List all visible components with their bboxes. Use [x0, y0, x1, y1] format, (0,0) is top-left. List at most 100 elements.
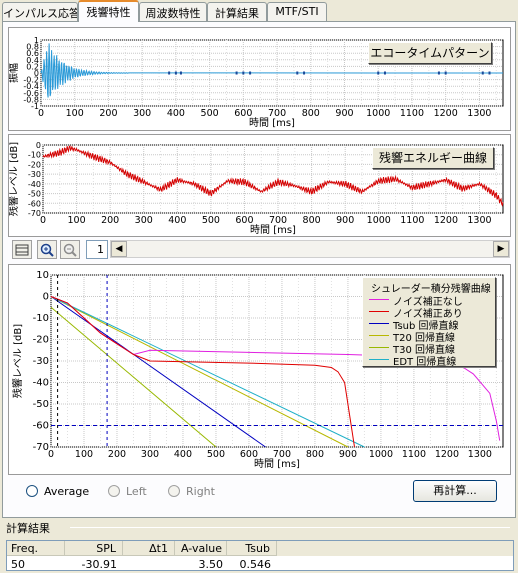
y-tick-label: 0.6 [26, 49, 39, 58]
x-tick-label: 300 [135, 215, 153, 226]
tab-results[interactable]: 計算結果 [207, 2, 267, 21]
page-number-field[interactable]: 1 [86, 240, 108, 259]
x-tick-label: 600 [240, 449, 258, 460]
x-tick-label: 800 [303, 215, 321, 226]
y-tick-label: -0.2 [23, 76, 39, 85]
x-tick-label: 600 [235, 215, 253, 226]
tab-impulse-response[interactable]: インパルス応答 [2, 2, 78, 21]
header-a-value[interactable]: A-value [175, 541, 227, 556]
echo-peak-mark [437, 71, 440, 75]
left-radio[interactable]: Left [108, 484, 147, 498]
x-tick-label: 800 [302, 108, 320, 119]
x-tick-label: 200 [99, 108, 117, 119]
y-tick-label: -30 [33, 356, 49, 367]
x-tick-label: 1100 [402, 449, 426, 460]
energy-legend: 残響エネルギー曲線 [372, 147, 494, 169]
x-tick-label: 500 [207, 449, 225, 460]
x-tick-label: 300 [141, 449, 159, 460]
tab-mtf-sti[interactable]: MTF/STI [267, 2, 327, 21]
y-tick-label: -0.6 [23, 89, 39, 98]
echo-peak-mark [377, 71, 380, 75]
x-tick-label: 500 [201, 108, 219, 119]
results-header: Freq. SPL Δt1 A-value Tsub [7, 541, 513, 556]
x-tick-label: 1100 [400, 108, 424, 119]
fit-view-icon [15, 244, 29, 255]
zoom-out-icon [63, 243, 77, 257]
x-tick-label: 900 [336, 215, 354, 226]
x-tick-label: 1000 [367, 215, 391, 226]
average-label: Average [44, 484, 90, 498]
radio-icon [108, 485, 120, 497]
x-tick-label: 1000 [366, 108, 390, 119]
y-axis-label: 振幅 [9, 63, 20, 83]
decay-legend: シュレーダー積分残響曲線 ノイズ補正なし ノイズ補正あり Tsub 回帰直線 T… [362, 277, 496, 368]
x-tick-label: 700 [273, 449, 291, 460]
decay-chart: 0 100 200 300 400 500 600 700 800 900 1000 1100 1200… [8, 264, 511, 475]
x-tick-label: 700 [268, 108, 286, 119]
header-tsub[interactable]: Tsub [227, 541, 277, 556]
energy-series [42, 145, 504, 207]
with-noise-series [50, 296, 355, 448]
results-title: 計算結果 [6, 522, 50, 535]
x-tick-label: 100 [75, 449, 93, 460]
recalculate-button[interactable]: 再計算... [413, 480, 497, 502]
average-radio[interactable]: Average [26, 484, 89, 498]
results-divider [70, 527, 510, 528]
scroll-right-icon[interactable]: ▶ [493, 241, 509, 257]
legend-label: T20 回帰直線 [393, 333, 456, 344]
radio-icon [168, 485, 180, 497]
y-tick-label: -30 [28, 170, 41, 179]
tab-frequency[interactable]: 周波数特性 [139, 2, 207, 21]
x-tick-label: 1300 [468, 449, 492, 460]
y-tick-label: -70 [33, 442, 49, 453]
x-tick-label: 200 [108, 449, 126, 460]
legend-line [369, 323, 389, 324]
header-freq[interactable]: Freq. [7, 541, 65, 556]
legend-label: ノイズ補正なし [393, 297, 463, 308]
y-tick-label: 0 [43, 292, 49, 303]
echo-chart-svg: 0 100 200 300 400 500 600 700 800 900 1000 1100 1200… [7, 36, 504, 129]
zoom-out-button[interactable] [60, 240, 80, 259]
echo-peak-mark [168, 71, 171, 75]
echo-peak-mark [383, 71, 386, 75]
echo-peak-mark [179, 71, 182, 75]
echo-peak-mark [242, 71, 245, 75]
x-tick-label: 400 [174, 449, 192, 460]
y-tick-label: -0.8 [23, 95, 39, 104]
right-radio[interactable]: Right [168, 484, 215, 498]
decay-legend-title: シュレーダー積分残響曲線 [371, 284, 491, 295]
x-tick-label: 900 [339, 449, 357, 460]
t30-series [50, 306, 217, 448]
header-spl[interactable]: SPL [65, 541, 123, 556]
echo-peak-mark [444, 71, 447, 75]
right-label: Right [186, 484, 215, 498]
y-tick-label: -10 [33, 313, 49, 324]
horizontal-scrollbar[interactable]: ◀ ▶ [110, 240, 510, 258]
y-tick-label: -40 [28, 180, 41, 189]
y-tick-label: -20 [33, 335, 49, 346]
echo-legend: エコータイムパターン [368, 42, 492, 64]
y-tick-label: -60 [33, 421, 49, 432]
x-tick-label: 700 [269, 215, 287, 226]
echo-peak-mark [481, 71, 484, 75]
x-tick-label: 1100 [400, 215, 424, 226]
x-tick-label: 300 [133, 108, 151, 119]
zoom-in-button[interactable] [37, 240, 57, 259]
echo-series [40, 43, 504, 98]
y-axis-label: 残響レベル [dB] [9, 142, 20, 216]
echo-peak-mark [488, 71, 491, 75]
results-table: Freq. SPL Δt1 A-value Tsub 50 -30.91 3.5… [6, 540, 514, 571]
scroll-left-icon[interactable]: ◀ [111, 241, 127, 257]
tab-bar: インパルス応答 残響特性 周波数特性 計算結果 MTF/STI [0, 0, 518, 22]
fit-view-button[interactable] [12, 240, 32, 259]
legend-label: T30 回帰直線 [393, 345, 456, 356]
y-axis-label: 残響レベル [dB] [11, 324, 24, 398]
x-tick-label: 1200 [434, 108, 458, 119]
y-tick-label: -0.4 [23, 82, 39, 91]
y-tick-label: 0 [34, 69, 39, 78]
legend-line [369, 299, 389, 300]
cell-tsub: 0.546 [239, 558, 272, 571]
tab-reverberation[interactable]: 残響特性 [78, 0, 139, 22]
header-dt1[interactable]: Δt1 [123, 541, 175, 556]
y-tick-label: 10 [36, 270, 49, 281]
